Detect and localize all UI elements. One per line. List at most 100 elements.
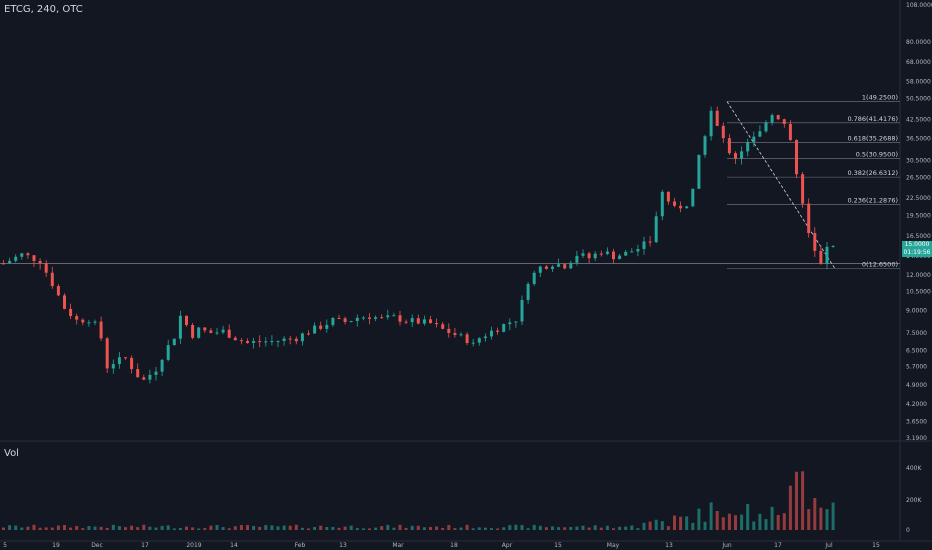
last-price-tag: 15.0000 [902, 241, 932, 249]
volume-bar [703, 521, 707, 530]
volume-bar [136, 527, 140, 530]
y-tick-label: 3.6500 [906, 418, 927, 425]
volume-bar [93, 526, 97, 530]
volume-bar [654, 519, 658, 530]
candle-body [477, 338, 481, 343]
candle-body [87, 322, 91, 324]
volume-bar [361, 528, 365, 530]
volume-bar [471, 528, 475, 530]
candle-body [227, 329, 231, 338]
candle-body [276, 340, 280, 342]
x-tick-label: Jun [721, 542, 732, 549]
candle-body [746, 142, 750, 152]
candle-body [398, 315, 402, 322]
y-tick-label: 4.2000 [906, 401, 927, 408]
y-tick-label: 36.5000 [906, 135, 931, 142]
candle-body [758, 131, 762, 137]
volume-bar [331, 526, 335, 530]
volume-bar [355, 528, 359, 530]
candle-body [343, 318, 347, 323]
candle-body [392, 315, 396, 317]
volume-bar [593, 525, 597, 530]
volume-bar [813, 498, 817, 530]
candle-body [294, 338, 298, 342]
volume-bar [422, 527, 426, 530]
volume-bar [160, 525, 164, 530]
volume-bar [544, 527, 548, 530]
volume-bar [630, 525, 634, 530]
volume-bar [483, 527, 487, 530]
volume-bar [380, 526, 384, 530]
candle-body [581, 253, 585, 256]
candle-body [233, 337, 237, 341]
candle-body [654, 216, 658, 243]
volume-bar [612, 528, 615, 530]
x-tick-label: Apr [502, 542, 513, 549]
candle-body [319, 325, 323, 329]
volume-bar [8, 525, 12, 530]
y-tick-label: 7.5000 [906, 330, 927, 337]
volume-bar [63, 524, 66, 530]
volume-bar [197, 528, 201, 530]
candle-body [374, 317, 378, 319]
volume-bar [75, 526, 79, 530]
y-tick-label: 4.9000 [906, 382, 927, 389]
candle-body [538, 266, 542, 273]
fib-level-label: 0.5(30.9500) [856, 151, 898, 159]
fib-level-label: 1(49.2500) [862, 94, 898, 102]
volume-bar [746, 504, 750, 530]
candle-body [136, 369, 140, 378]
candle-body [99, 321, 103, 339]
volume-bar [227, 528, 231, 530]
volume-bar [666, 526, 670, 530]
volume-bar [819, 507, 823, 530]
candle-body [520, 300, 524, 322]
volume-bar [477, 527, 481, 530]
candle-body [514, 321, 518, 323]
candle-body [612, 251, 615, 260]
volume-bar [618, 526, 622, 530]
volume-bar [270, 525, 274, 530]
volume-bar [740, 514, 744, 530]
volume-bar [246, 525, 249, 530]
volume-bar [673, 515, 676, 530]
volume-bar [526, 528, 530, 530]
candle-body [459, 334, 463, 336]
candle-body [349, 320, 353, 323]
candle-body [575, 255, 579, 263]
volume-bar [453, 528, 457, 530]
candle-body [453, 333, 457, 335]
candle-body [441, 324, 445, 329]
volume-bar [81, 528, 85, 530]
candle-body [191, 325, 195, 338]
volume-bar [282, 525, 286, 530]
candle-body [715, 110, 719, 126]
y-tick-label: 6.5000 [906, 347, 927, 354]
x-tick-label: 17 [141, 542, 149, 549]
candle-body [429, 319, 432, 324]
volume-bar [581, 525, 585, 530]
candle-body [117, 357, 121, 365]
volume-bar [203, 528, 207, 530]
y-tick-label: 12.0000 [906, 272, 931, 279]
candle-body [215, 332, 219, 334]
candle-body [557, 264, 561, 267]
volume-bar [807, 509, 811, 530]
volume-bar [459, 527, 463, 530]
candle-body [142, 377, 146, 380]
candle-body [782, 119, 786, 124]
candle-body [496, 330, 500, 332]
volume-bar [709, 502, 713, 530]
fib-trend-line [726, 101, 836, 269]
volume-bar [465, 524, 469, 530]
y-tick-label: 9.0000 [906, 307, 927, 314]
candle-body [300, 333, 304, 342]
volume-bar [258, 526, 262, 530]
volume-bar [764, 519, 768, 530]
candle-body [178, 315, 182, 339]
candle-body [404, 321, 408, 323]
x-tick-label: 18 [450, 542, 458, 549]
volume-bar [715, 510, 719, 530]
candle-body [764, 122, 768, 132]
